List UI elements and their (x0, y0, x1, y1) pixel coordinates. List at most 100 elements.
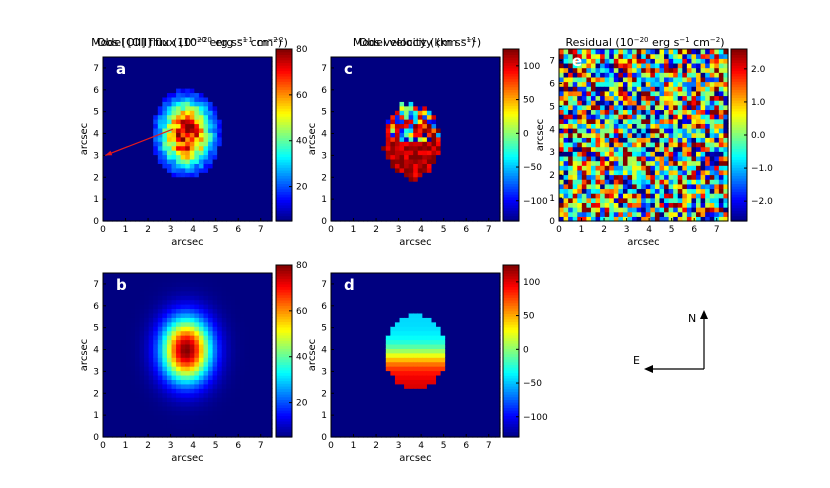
heatmap-cell (331, 61, 337, 67)
heatmap-cell (130, 383, 136, 389)
heatmap-cell (134, 414, 141, 420)
heatmap-cell (208, 114, 214, 120)
heatmap-cell (253, 132, 259, 138)
heatmap-cell (157, 198, 163, 204)
heatmap-cell (340, 114, 346, 120)
heatmap-cell (226, 101, 232, 107)
heatmap-cell (632, 72, 638, 78)
heatmap-cell (714, 211, 720, 217)
heatmap-cell (641, 155, 647, 162)
colorbar-step (731, 210, 747, 214)
heatmap-cell (185, 114, 191, 120)
heatmap-cell (134, 185, 141, 191)
heatmap-cell (153, 212, 159, 218)
heatmap-cell (340, 198, 346, 204)
heatmap-cell (217, 119, 223, 125)
heatmap-cell (686, 49, 693, 55)
heatmap-cell (659, 118, 665, 124)
heatmap-cell (157, 352, 163, 358)
heatmap-cell (440, 194, 446, 200)
heatmap-cell (723, 132, 729, 138)
heatmap-cell (171, 185, 177, 191)
heatmap-cell (394, 119, 401, 125)
heatmap-cell (586, 211, 592, 217)
heatmap-cell (134, 92, 141, 98)
heatmap-cell (121, 114, 127, 120)
heatmap-cell (408, 181, 414, 187)
heatmap-cell (130, 343, 136, 349)
heatmap-cell (153, 154, 159, 160)
heatmap-cell (632, 151, 638, 157)
heatmap-cell (162, 326, 168, 332)
heatmap-cell (691, 128, 697, 134)
heatmap-cell (659, 211, 665, 217)
heatmap-cell (595, 86, 601, 92)
heatmap-cell (262, 207, 269, 213)
heatmap-cell (103, 141, 109, 147)
heatmap-cell (654, 207, 661, 213)
heatmap-cell (194, 101, 200, 107)
heatmap-cell (577, 151, 583, 157)
heatmap-cell (590, 90, 597, 97)
heatmap-cell (112, 383, 118, 389)
colorbar-step (276, 151, 292, 155)
heatmap-cell (240, 141, 246, 147)
heatmap-cell (208, 127, 214, 133)
heatmap-cell (258, 83, 264, 89)
heatmap-cell (659, 132, 665, 138)
heatmap-cell (171, 65, 177, 71)
heatmap-cell (650, 114, 656, 120)
heatmap-cell (677, 104, 683, 111)
heatmap-cell (112, 339, 118, 345)
heatmap-cell (723, 100, 729, 106)
heatmap-cell (627, 86, 633, 92)
heatmap-cell (645, 67, 651, 73)
heatmap-cell (148, 96, 154, 102)
heatmap-cell (130, 154, 136, 160)
heatmap-cell (176, 83, 182, 89)
heatmap-cell (130, 216, 136, 222)
heatmap-cell (426, 198, 433, 204)
heatmap-cell (659, 90, 665, 97)
heatmap-image (559, 49, 729, 222)
heatmap-cell (609, 174, 615, 180)
heatmap-cell (404, 57, 410, 63)
heatmap-cell (358, 96, 364, 102)
heatmap-cell (422, 70, 428, 76)
heatmap-cell (490, 194, 497, 200)
heatmap-cell (595, 100, 601, 106)
heatmap-cell (157, 194, 163, 200)
heatmap-cell (436, 119, 442, 125)
heatmap-cell (208, 57, 214, 63)
colorbar-step (503, 145, 519, 150)
heatmap-cell (130, 317, 136, 323)
heatmap-cell (458, 70, 465, 76)
heatmap-cell (144, 154, 150, 160)
heatmap-cell (121, 181, 127, 187)
heatmap-cell (641, 123, 647, 129)
heatmap-cell (664, 132, 670, 138)
heatmap-cell (157, 123, 163, 129)
heatmap-cell (408, 110, 414, 116)
heatmap-cell (454, 172, 460, 178)
colorbar-step (503, 65, 519, 69)
heatmap-cell (568, 165, 574, 171)
heatmap-cell (495, 167, 501, 173)
heatmap-cell (632, 211, 638, 217)
heatmap-cell (559, 114, 565, 120)
heatmap-cell (139, 304, 145, 310)
heatmap-cell (116, 105, 122, 111)
heatmap-cell (103, 414, 109, 420)
heatmap-cell (577, 100, 583, 106)
heatmap-cell (367, 141, 373, 147)
heatmap-cell (331, 92, 337, 98)
heatmap-cell (581, 72, 588, 78)
heatmap-cell (709, 53, 715, 59)
heatmap-cell (166, 88, 173, 94)
heatmap-cell (440, 83, 446, 89)
heatmap-cell (212, 172, 218, 178)
heatmap-cell (627, 165, 633, 171)
heatmap-cell (426, 105, 433, 111)
heatmap-cell (495, 154, 501, 160)
heatmap-cell (613, 118, 619, 124)
